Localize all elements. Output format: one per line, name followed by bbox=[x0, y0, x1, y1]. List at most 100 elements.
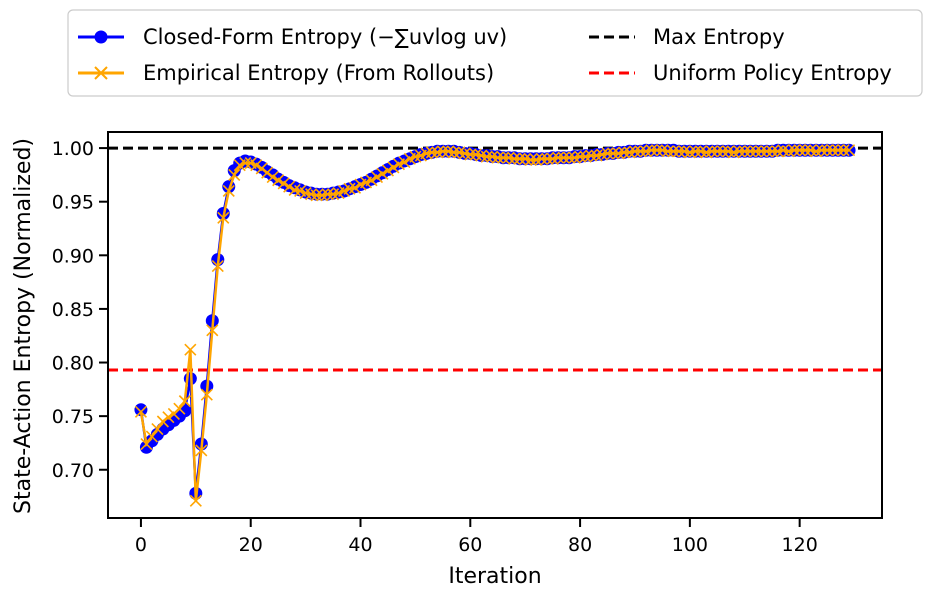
closed-form-line bbox=[139, 148, 850, 494]
empirical-point-stroke bbox=[606, 147, 620, 160]
legend-uniform-label: Uniform Policy Entropy bbox=[653, 61, 892, 85]
y-tick-label: 1.00 bbox=[52, 138, 94, 160]
x-tick-label: 80 bbox=[568, 534, 592, 556]
empirical-point bbox=[628, 145, 642, 158]
legend-empirical-label: Empirical Entropy (From Rollouts) bbox=[143, 61, 494, 85]
empirical-point-stroke bbox=[425, 146, 438, 159]
empirical-point bbox=[151, 422, 164, 436]
empirical-point bbox=[788, 144, 801, 157]
empirical-point bbox=[250, 159, 263, 172]
x-tick-label: 0 bbox=[135, 534, 147, 556]
empirical-point bbox=[705, 145, 718, 158]
y-axis-title: State-Action Entropy (Normalized) bbox=[11, 138, 36, 514]
empirical-point bbox=[425, 146, 438, 159]
empirical-point bbox=[606, 147, 620, 160]
empirical-point bbox=[134, 405, 148, 418]
empirical-point bbox=[617, 146, 631, 159]
empirical-point-stroke bbox=[305, 188, 318, 201]
y-tick-label: 0.85 bbox=[52, 299, 94, 321]
empirical-point bbox=[200, 388, 213, 401]
empirical-point-stroke bbox=[601, 147, 614, 160]
empirical-point-stroke bbox=[656, 144, 669, 157]
empirical-point-stroke bbox=[277, 177, 290, 190]
empirical-point bbox=[387, 161, 400, 174]
empirical-point-stroke bbox=[733, 145, 746, 158]
empirical-point-stroke bbox=[173, 402, 186, 415]
x-tick-label: 100 bbox=[672, 534, 708, 556]
empirical-line bbox=[139, 148, 850, 501]
empirical-point-stroke bbox=[365, 174, 378, 187]
empirical-point-stroke bbox=[722, 145, 735, 158]
x-tick-label: 120 bbox=[782, 534, 818, 556]
empirical-point-stroke bbox=[672, 145, 685, 158]
empirical-point-stroke bbox=[348, 181, 362, 194]
empirical-point bbox=[228, 168, 241, 181]
empirical-point-stroke bbox=[760, 145, 773, 158]
empirical-point-stroke bbox=[738, 145, 751, 158]
empirical-point-stroke bbox=[634, 145, 647, 158]
empirical-point-stroke bbox=[195, 444, 208, 457]
empirical-point-stroke bbox=[266, 170, 279, 184]
legend: Closed-Form Entropy (−∑uvlog uv) Empiric… bbox=[67, 9, 923, 97]
empirical-point-stroke bbox=[804, 144, 817, 157]
empirical-point-stroke bbox=[628, 145, 642, 158]
empirical-point-stroke bbox=[563, 151, 576, 164]
empirical-point-stroke bbox=[524, 153, 537, 166]
empirical-point-stroke bbox=[497, 151, 510, 164]
empirical-point bbox=[541, 152, 554, 165]
empirical-point-stroke bbox=[799, 144, 812, 157]
empirical-point bbox=[365, 174, 378, 187]
empirical-point-stroke bbox=[837, 144, 850, 157]
empirical-point-stroke bbox=[283, 180, 296, 193]
empirical-point-stroke bbox=[381, 164, 395, 177]
empirical-point-stroke bbox=[821, 144, 834, 157]
empirical-point bbox=[189, 494, 202, 507]
empirical-point bbox=[156, 415, 169, 428]
empirical-point bbox=[178, 395, 191, 408]
legend-closed-form-marker bbox=[94, 30, 108, 44]
y-tick-label: 0.95 bbox=[52, 192, 94, 214]
empirical-point-stroke bbox=[513, 152, 526, 165]
empirical-point-stroke bbox=[584, 149, 598, 162]
legend-max-label: Max Entropy bbox=[653, 25, 785, 49]
empirical-point bbox=[535, 152, 548, 165]
empirical-point bbox=[206, 324, 219, 337]
empirical-point bbox=[574, 150, 587, 163]
empirical-point bbox=[744, 145, 757, 158]
empirical-point bbox=[689, 145, 702, 158]
empirical-point-stroke bbox=[711, 145, 724, 158]
empirical-point-stroke bbox=[321, 188, 334, 201]
empirical-point-stroke bbox=[650, 144, 664, 157]
empirical-point-stroke bbox=[370, 170, 384, 184]
empirical-point-stroke bbox=[398, 155, 411, 169]
empirical-point-stroke bbox=[749, 145, 762, 158]
empirical-point-stroke bbox=[272, 174, 285, 187]
empirical-point-stroke bbox=[705, 145, 718, 158]
empirical-point-stroke bbox=[755, 145, 768, 158]
empirical-point bbox=[261, 166, 274, 179]
empirical-point bbox=[667, 145, 680, 158]
empirical-point-stroke bbox=[189, 494, 202, 507]
empirical-point-stroke bbox=[617, 146, 631, 159]
empirical-point bbox=[793, 144, 806, 157]
empirical-point bbox=[348, 181, 362, 194]
empirical-point-stroke bbox=[574, 150, 587, 163]
empirical-point bbox=[711, 145, 724, 158]
empirical-point bbox=[255, 162, 268, 175]
empirical-point bbox=[842, 144, 856, 157]
empirical-point-stroke bbox=[228, 168, 241, 181]
empirical-point bbox=[436, 145, 449, 158]
empirical-point-stroke bbox=[184, 343, 197, 356]
empirical-point-stroke bbox=[716, 145, 729, 158]
empirical-point bbox=[513, 152, 526, 165]
empirical-point bbox=[584, 149, 598, 162]
x-tick-label: 40 bbox=[348, 534, 372, 556]
empirical-point-stroke bbox=[453, 146, 466, 159]
empirical-point bbox=[321, 188, 334, 201]
empirical-point bbox=[497, 151, 510, 164]
empirical-point-stroke bbox=[211, 259, 224, 273]
legend-empirical-marker bbox=[94, 66, 108, 80]
y-tick-label: 0.80 bbox=[52, 353, 94, 375]
empirical-point bbox=[766, 145, 779, 158]
empirical-point bbox=[277, 177, 290, 190]
